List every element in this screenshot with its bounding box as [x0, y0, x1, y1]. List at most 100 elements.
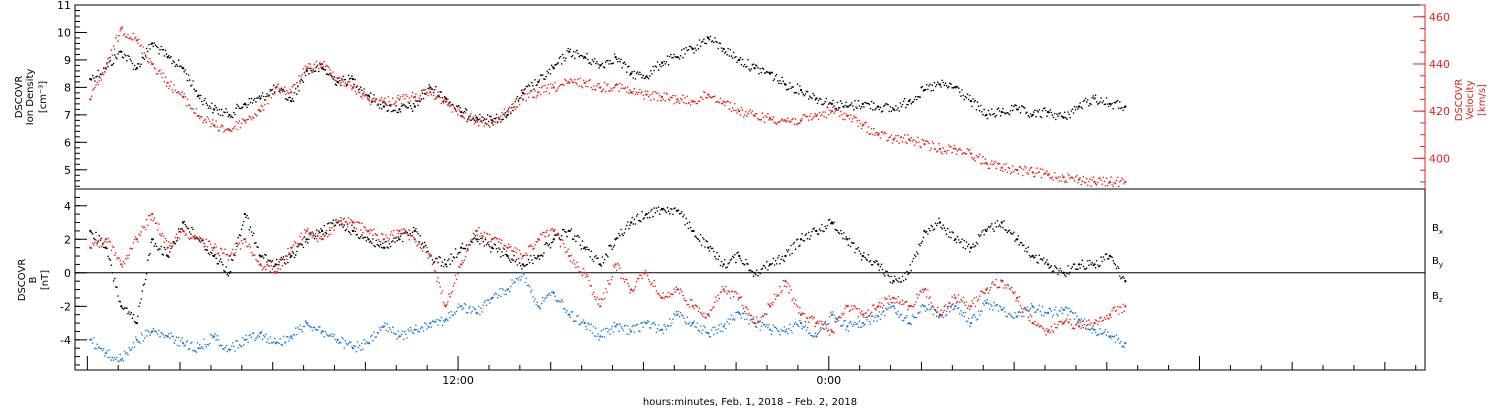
data-point-texture [549, 294, 552, 297]
data-point-texture [824, 322, 826, 324]
data-point-texture [873, 102, 875, 104]
data-point-texture [855, 323, 857, 326]
data-point-texture [556, 300, 558, 303]
data-point-texture [881, 311, 884, 313]
data-point-texture [785, 328, 788, 331]
data-point-texture [813, 227, 815, 229]
data-point-texture [1009, 109, 1012, 112]
data-point-texture [903, 134, 906, 136]
data-point-texture [772, 79, 775, 82]
data-point-texture [490, 241, 492, 243]
data-point-texture [1114, 341, 1117, 344]
data-point-texture [421, 242, 424, 244]
data-point-texture [1049, 109, 1052, 111]
data-point-texture [945, 152, 948, 155]
data-point-texture [560, 298, 563, 301]
data-point-texture [316, 329, 319, 331]
data-point-texture [546, 70, 548, 72]
data-point-texture [581, 240, 584, 242]
data-point-texture [629, 328, 631, 331]
data-point-texture [702, 315, 704, 318]
data-point-texture [1050, 265, 1053, 267]
data-point-texture [956, 150, 959, 152]
data-point-texture [554, 228, 556, 231]
data-point-texture [156, 229, 159, 231]
data-point-texture [993, 230, 995, 232]
data-point-texture [821, 320, 823, 323]
data-point-texture [991, 223, 993, 225]
data-point-texture [1065, 275, 1067, 278]
data-point-texture [662, 207, 664, 210]
data-point-texture [172, 91, 174, 94]
data-point-texture [822, 324, 824, 326]
data-point [552, 291, 555, 295]
data-point-texture [362, 348, 364, 351]
data-point-texture [622, 277, 625, 280]
data-point-texture [849, 245, 852, 248]
data-point-texture [953, 144, 956, 147]
data-point-texture [973, 157, 975, 159]
data-point-texture [547, 72, 550, 74]
data-point-texture [234, 252, 236, 254]
data-point-texture [412, 332, 415, 335]
data-point-texture [343, 85, 346, 87]
data-point-texture [303, 325, 306, 328]
data-point-texture [118, 360, 120, 362]
data-point-texture [1077, 108, 1079, 110]
data-point-texture [639, 71, 641, 74]
data-point-texture [863, 252, 865, 254]
data-point-texture [340, 84, 342, 86]
data-point-texture [536, 241, 539, 243]
data-point-texture [390, 103, 393, 106]
data-point-texture [847, 114, 850, 117]
data-point-texture [931, 141, 934, 143]
data-point-texture [582, 319, 585, 321]
data-point-texture [188, 231, 191, 233]
data-point-texture [726, 53, 728, 56]
data-point-texture [1002, 308, 1004, 311]
data-point-texture [878, 301, 881, 304]
data-point-texture [683, 317, 685, 320]
data-point-texture [482, 119, 485, 122]
data-point-texture [266, 95, 268, 97]
data-point-texture [949, 231, 951, 233]
data-point-texture [774, 326, 777, 328]
data-point-texture [788, 120, 790, 122]
data-point-texture [1083, 181, 1086, 184]
data-point-texture [732, 109, 735, 111]
data-point-texture [540, 233, 543, 236]
data-point-texture [981, 290, 983, 293]
data-point-texture [401, 232, 404, 235]
data-point-texture [482, 304, 485, 307]
data-point [969, 321, 973, 325]
data-point-texture [255, 337, 257, 340]
data-point-texture [550, 64, 553, 67]
data-point-texture [867, 309, 870, 312]
data-point-texture [350, 77, 352, 80]
data-point-texture [856, 322, 858, 325]
data-point-texture [567, 47, 569, 50]
data-point-texture [165, 85, 168, 87]
data-point-texture [759, 67, 761, 70]
data-point-texture [448, 312, 450, 314]
data-point-texture [360, 229, 362, 231]
data-point-texture [1015, 104, 1017, 107]
data-point-texture [729, 48, 732, 51]
data-point-texture [579, 271, 582, 274]
data-point-texture [291, 250, 294, 253]
data-point-texture [1038, 109, 1041, 111]
data-point-texture [1099, 328, 1101, 330]
data-point-texture [556, 233, 558, 236]
data-point-texture [836, 318, 839, 321]
data-point-texture [310, 67, 312, 70]
data-point-texture [730, 258, 733, 260]
data-point-texture [845, 113, 847, 115]
data-point [413, 105, 416, 108]
data-point-texture [643, 217, 646, 219]
data-point-texture [593, 256, 596, 258]
data-point-texture [468, 117, 470, 119]
data-point-texture [132, 341, 135, 344]
data-point-texture [837, 109, 840, 111]
data-point-texture [519, 253, 522, 255]
data-point-texture [977, 298, 980, 301]
